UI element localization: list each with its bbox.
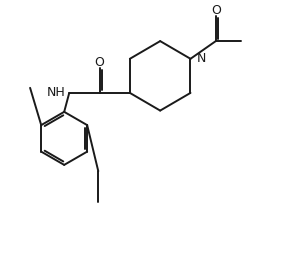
Text: O: O	[95, 56, 105, 69]
Text: O: O	[211, 4, 221, 17]
Text: NH: NH	[47, 86, 66, 99]
Text: N: N	[197, 52, 206, 65]
